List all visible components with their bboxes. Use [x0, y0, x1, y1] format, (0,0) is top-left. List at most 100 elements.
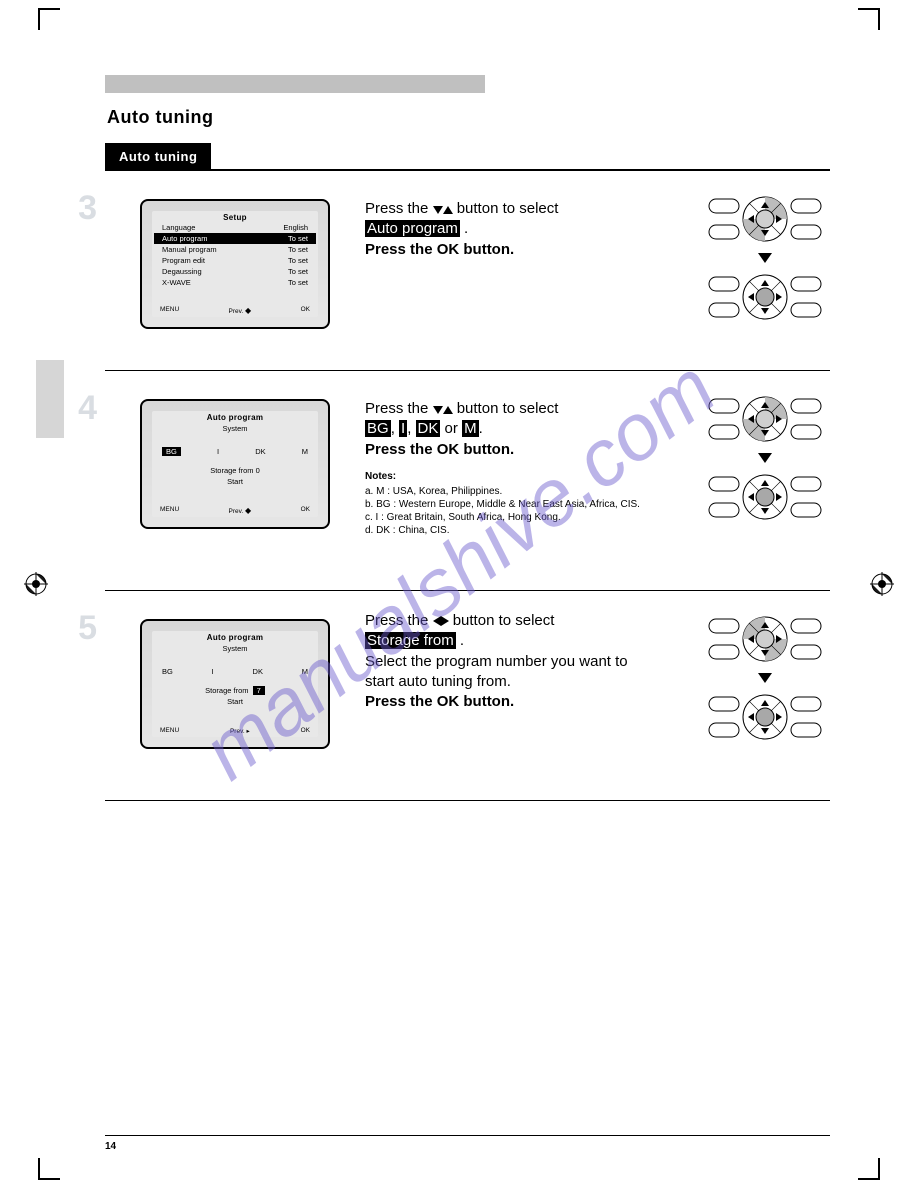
registration-mark-left	[24, 572, 48, 596]
tv-row-label: Auto program	[162, 234, 207, 243]
tv-title: Setup	[152, 211, 318, 222]
section-tab: Auto tuning	[105, 143, 211, 169]
instr-bold: Press the OK button.	[365, 692, 675, 712]
up-arrow-icon	[443, 406, 453, 414]
instr-text: button to select	[453, 612, 555, 629]
instr-text: .	[479, 420, 483, 437]
instr-text: Press the	[365, 400, 433, 417]
step-3: 3 Setup LanguageEnglish Auto programTo s…	[105, 171, 830, 371]
instr-text: Press the	[365, 612, 433, 629]
section-heading-bar	[105, 75, 485, 93]
tv-row-label: Language	[162, 223, 195, 232]
tv-row-val: To set	[288, 278, 308, 287]
instr-text: Press the	[365, 200, 433, 217]
page-number: 14	[105, 1141, 116, 1152]
down-arrow-icon	[433, 406, 443, 414]
step4-notes: Notes: a. M : USA, Korea, Philippines. b…	[365, 470, 675, 537]
left-arrow-icon	[433, 616, 441, 626]
remote-ok	[705, 269, 825, 325]
remote-ok	[705, 469, 825, 525]
registration-mark-right	[870, 572, 894, 596]
tv-foot-right: OK	[301, 306, 310, 315]
note-item: a. M : USA, Korea, Philippines.	[365, 485, 675, 498]
tv-foot-right: OK	[301, 727, 310, 735]
tv-subtitle: System	[152, 644, 318, 653]
footer-rule	[105, 1135, 830, 1136]
instr-bold: Press the OK button.	[365, 440, 675, 460]
instr-text: Select the program number you want to	[365, 652, 675, 672]
step-number-5: 5	[57, 609, 97, 648]
step4-instructions: Press the button to select BG, I, DK or …	[365, 399, 675, 537]
instr-highlight: Auto program	[365, 220, 460, 237]
tv-row-label: Degaussing	[162, 267, 202, 276]
step-4: 4 Auto program System BG I DK M Storage …	[105, 371, 830, 591]
step-5: 5 Auto program System BG I DK M Storage …	[105, 591, 830, 801]
chevron-down-icon	[758, 673, 772, 683]
instr-text: button to select	[457, 400, 559, 417]
note-item: c. I : Great Britain, South Africa, Hong…	[365, 511, 675, 524]
instr-text: .	[456, 632, 464, 649]
tv-row-label: X-WAVE	[162, 278, 191, 287]
tv-foot-mid: Prev. ◆	[229, 306, 252, 315]
tv-start: Start	[152, 695, 318, 706]
tv-foot-left: MENU	[160, 506, 179, 515]
step3-instructions: Press the button to select Auto program …	[365, 199, 675, 260]
instr-highlight: DK	[416, 420, 441, 437]
remote-dpad-updown	[705, 191, 825, 247]
tv-foot-mid: Prev. ◆	[229, 506, 252, 515]
tv-system-item: BG	[162, 667, 173, 676]
section-title: Auto tuning	[107, 107, 830, 119]
down-arrow-icon	[433, 206, 443, 214]
instr-highlight: Storage from	[365, 632, 456, 649]
tv-storage-line: Storage from 7	[152, 684, 318, 695]
remote-ok	[705, 689, 825, 745]
tv-mock-auto: Auto program System BG I DK M Storage fr…	[140, 399, 330, 529]
tv-row-label: Program edit	[162, 256, 205, 265]
tv-mock-auto-5: Auto program System BG I DK M Storage fr…	[140, 619, 330, 749]
tv-row-val: To set	[288, 245, 308, 254]
instr-text: start auto tuning from.	[365, 672, 675, 692]
tv-foot-left: MENU	[160, 727, 179, 735]
subheading-row: Auto tuning	[105, 143, 830, 171]
instr-highlight: I	[399, 420, 407, 437]
right-arrow-icon	[441, 616, 449, 626]
tv-row-val: To set	[288, 256, 308, 265]
tv-systems-row: BG I DK M	[152, 447, 318, 456]
tv-system-item: M	[302, 667, 308, 676]
step-number-3: 3	[57, 189, 97, 228]
tv-row-val: To set	[288, 234, 308, 243]
tv-system-item: I	[217, 447, 219, 456]
tv-subtitle: System	[152, 424, 318, 433]
tv-title: Auto program	[152, 411, 318, 422]
instr-bold: Press the OK button.	[365, 240, 675, 260]
remote-step5	[700, 611, 830, 745]
remote-step3	[700, 191, 830, 325]
up-arrow-icon	[443, 206, 453, 214]
tv-row-label: Manual program	[162, 245, 217, 254]
note-item: d. DK : China, CIS.	[365, 524, 675, 537]
instr-highlight: M	[462, 420, 479, 437]
tv-system-item: DK	[253, 667, 263, 676]
tv-row-val: English	[283, 223, 308, 232]
note-item: b. BG : Western Europe, Middle & Near Ea…	[365, 498, 675, 511]
instr-highlight: BG	[365, 420, 391, 437]
tv-foot-left: MENU	[160, 306, 179, 315]
tv-foot-right: OK	[301, 506, 310, 515]
instr-text: ,	[407, 420, 411, 437]
instr-text: button to select	[457, 200, 559, 217]
tv-system-item: BG	[162, 447, 181, 456]
tv-row-val: To set	[288, 267, 308, 276]
remote-dpad-updown	[705, 391, 825, 447]
tv-title: Auto program	[152, 631, 318, 642]
tv-foot-mid: Prev. ▸	[230, 727, 250, 735]
chevron-down-icon	[758, 453, 772, 463]
step5-instructions: Press the button to select Storage from …	[365, 611, 675, 712]
tv-system-item: I	[212, 667, 214, 676]
chevron-down-icon	[758, 253, 772, 263]
tv-storage-line: Storage from 0	[152, 464, 318, 475]
tv-system-item: DK	[255, 447, 265, 456]
tv-system-item: M	[302, 447, 308, 456]
instr-text: ,	[391, 420, 395, 437]
page-content: Auto tuning Auto tuning 3 Setup Language…	[105, 75, 830, 801]
instr-text: or	[440, 420, 462, 437]
